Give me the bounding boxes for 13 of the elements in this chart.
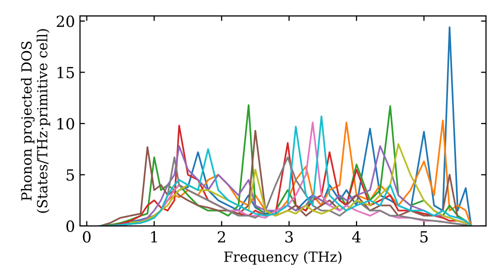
y-tick-label: 20 [56, 16, 74, 28]
y-tick-label: 0 [66, 220, 74, 232]
y-tick-label: 5 [66, 169, 74, 181]
y-axis-title: Phonon projected DOS (States/THz·primitive cell) [20, 29, 50, 213]
y-tick-label: 15 [58, 66, 74, 78]
x-tick-label: 2 [218, 231, 225, 242]
x-tick-label: 4 [352, 231, 361, 242]
y-tick-label: 10 [58, 118, 74, 130]
x-axis-title: Frequency (THz) [224, 251, 342, 265]
x-tick-label: 5 [420, 231, 428, 243]
x-tick-label: 0 [82, 231, 91, 243]
x-tick-label: 3 [285, 231, 293, 243]
x-tick-label: 1 [151, 231, 157, 242]
